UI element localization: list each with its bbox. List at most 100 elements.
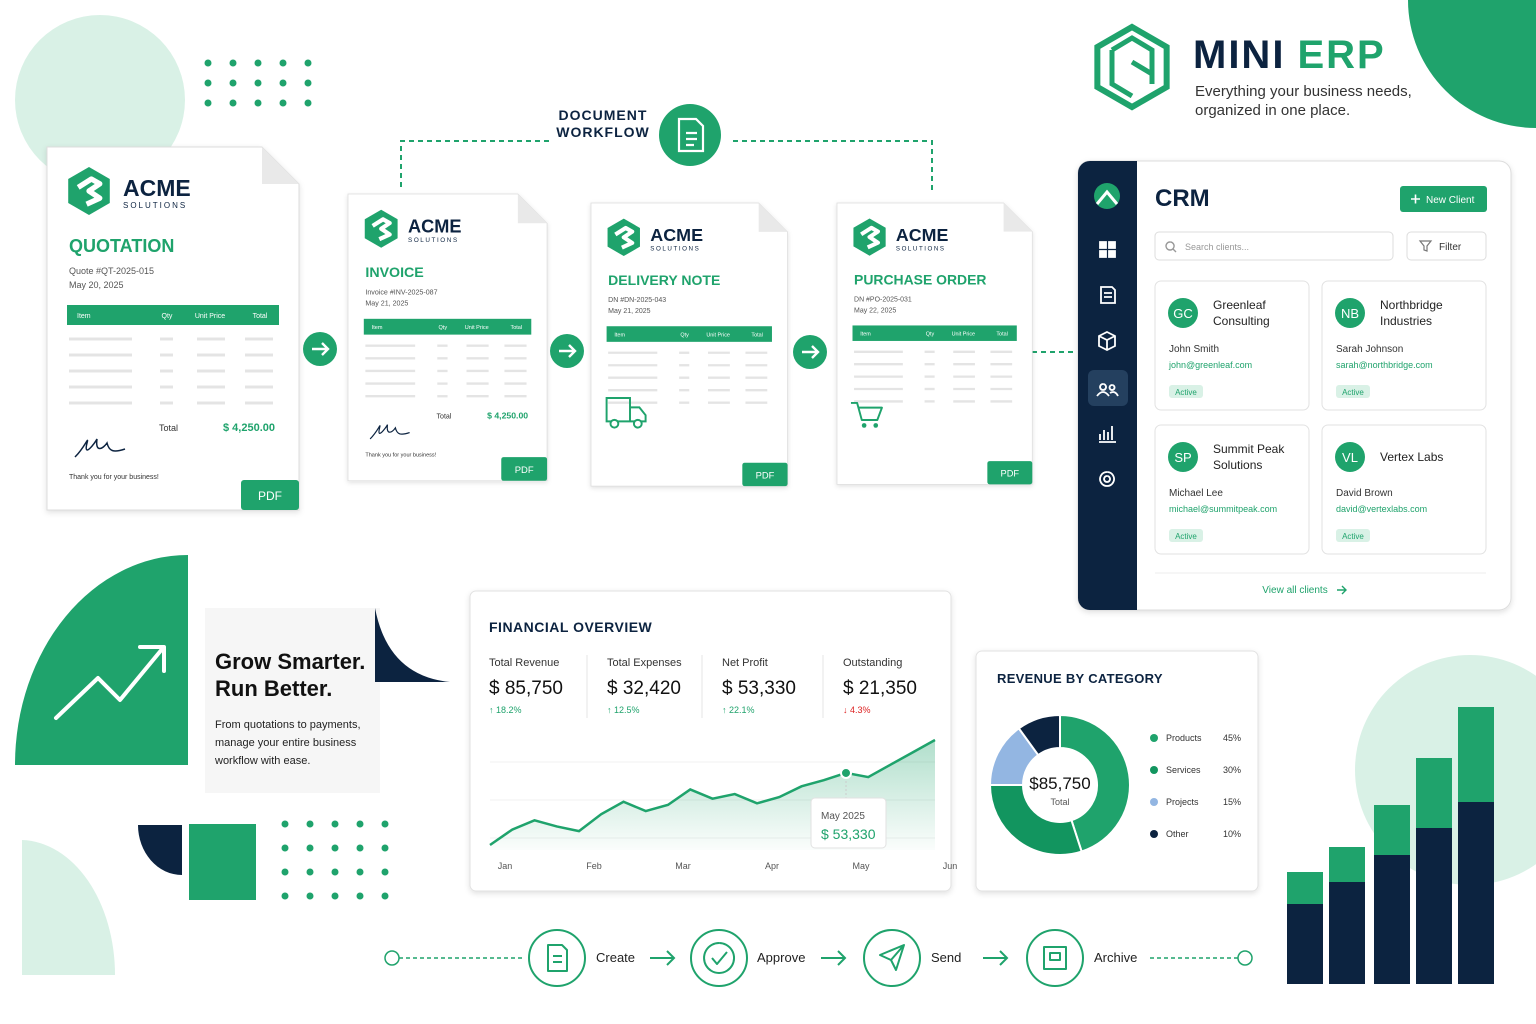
status-badge — [1169, 385, 1203, 398]
legend-value: 45% — [1223, 733, 1241, 743]
paper-fold — [758, 203, 788, 232]
company-sub: SOLUTIONS — [896, 245, 946, 252]
note: Thank you for your business! — [69, 474, 159, 481]
client-email: david@vertexlabs.com — [1336, 504, 1427, 514]
document-title: INVOICE — [365, 265, 423, 281]
status-badge — [1336, 385, 1370, 398]
dot — [381, 892, 389, 900]
deco-bar — [1416, 758, 1452, 828]
cart-wheel — [861, 423, 867, 428]
bg-shape — [15, 555, 188, 765]
step-label: Send — [931, 950, 961, 965]
kpi-change: ↑ 12.5% — [607, 705, 640, 715]
step-icon — [547, 944, 568, 972]
company-name: ACME — [408, 217, 461, 237]
promo-body: manage your entire business — [215, 737, 357, 749]
sidebar-icon[interactable] — [1098, 330, 1116, 352]
document-title: PURCHASE ORDER — [854, 271, 986, 287]
pdf-button[interactable] — [501, 457, 548, 481]
arrow-glyph — [802, 345, 820, 359]
trend-arrow — [54, 645, 166, 720]
pdf-button-label[interactable]: PDF — [515, 465, 534, 476]
logo-mark — [371, 217, 392, 242]
kpi-label: Total Revenue — [489, 657, 559, 669]
document-number: DN #DN-2025-043 — [608, 297, 666, 304]
pdf-button-label[interactable]: PDF — [756, 470, 775, 480]
sidebar-icon[interactable] — [1099, 241, 1116, 258]
client-name: Northbridge — [1380, 298, 1443, 312]
document-title: DELIVERY NOTE — [608, 272, 720, 288]
sidebar-icon[interactable] — [1099, 426, 1116, 443]
filter-label[interactable]: Filter — [1439, 242, 1462, 253]
status-label: Active — [1342, 388, 1364, 397]
dot — [331, 868, 339, 876]
dot — [281, 868, 289, 876]
sidebar-icon[interactable] — [1100, 286, 1116, 304]
kpi-value: $ 32,420 — [607, 678, 681, 699]
dot — [281, 844, 289, 852]
line-series — [489, 738, 936, 847]
legend-label: Other — [1166, 829, 1189, 839]
dot — [356, 820, 364, 828]
client-contact: Sarah Johnson — [1336, 344, 1403, 355]
step-end — [1237, 950, 1253, 966]
dot — [281, 820, 289, 828]
dot — [254, 59, 262, 67]
donut-slice — [988, 784, 1083, 856]
deco-bar — [1329, 882, 1365, 984]
dot — [304, 99, 312, 107]
dot — [306, 868, 314, 876]
document-date: May 21, 2025 — [608, 308, 651, 315]
tooltip — [810, 797, 887, 849]
client-name: Summit Peak — [1213, 442, 1285, 456]
dot — [356, 892, 364, 900]
column-header: Qty — [439, 325, 448, 331]
sidebar-logo-mark — [1095, 189, 1119, 205]
logo-hex — [1094, 23, 1170, 111]
step-label: Approve — [757, 950, 805, 965]
arrow-glyph — [312, 342, 330, 356]
legend-value: 30% — [1223, 765, 1241, 775]
client-initials: NB — [1341, 306, 1359, 321]
kpi-change: ↓ 4.3% — [843, 705, 871, 715]
pdf-button[interactable] — [742, 462, 788, 487]
dot — [229, 59, 237, 67]
pdf-button-label[interactable]: PDF — [258, 489, 282, 503]
document-date: May 22, 2025 — [854, 307, 896, 314]
total-label: Total — [159, 423, 178, 433]
view-all-link[interactable]: View all clients — [1262, 585, 1327, 596]
deco-bar — [1458, 802, 1494, 984]
search-box[interactable] — [1154, 231, 1394, 261]
table-header — [852, 325, 1017, 341]
sidebar-icon[interactable] — [1099, 471, 1115, 487]
step-circle — [1026, 929, 1084, 987]
pdf-button[interactable] — [987, 461, 1033, 485]
legend-value: 10% — [1223, 829, 1241, 839]
chart-title: REVENUE BY CATEGORY — [997, 671, 1163, 686]
new-client-button[interactable] — [1400, 186, 1487, 212]
logo-mark — [614, 225, 635, 250]
dot — [229, 79, 237, 87]
client-avatar — [1168, 442, 1198, 472]
dot — [306, 820, 314, 828]
step-circle — [690, 929, 748, 987]
filter-button[interactable] — [1406, 231, 1487, 261]
table-header — [67, 305, 279, 325]
donut-slice — [1059, 713, 1131, 853]
new-client-plus[interactable]: New Client — [1426, 195, 1475, 206]
donut-slice — [1017, 713, 1061, 757]
document-title: QUOTATION — [69, 236, 174, 256]
client-initials: GC — [1173, 306, 1193, 321]
total-label: Total — [436, 412, 451, 420]
sidebar-icon[interactable] — [1096, 383, 1119, 397]
column-header: Total — [996, 332, 1007, 338]
company-sub: SOLUTIONS — [408, 237, 459, 244]
promo-headline: Run Better. — [215, 676, 332, 701]
pdf-button[interactable] — [241, 480, 299, 510]
pdf-button-label[interactable]: PDF — [1001, 469, 1020, 479]
company-name: ACME — [650, 225, 703, 245]
cart-wheel — [873, 423, 879, 428]
x-tick-label: Mar — [675, 861, 691, 871]
